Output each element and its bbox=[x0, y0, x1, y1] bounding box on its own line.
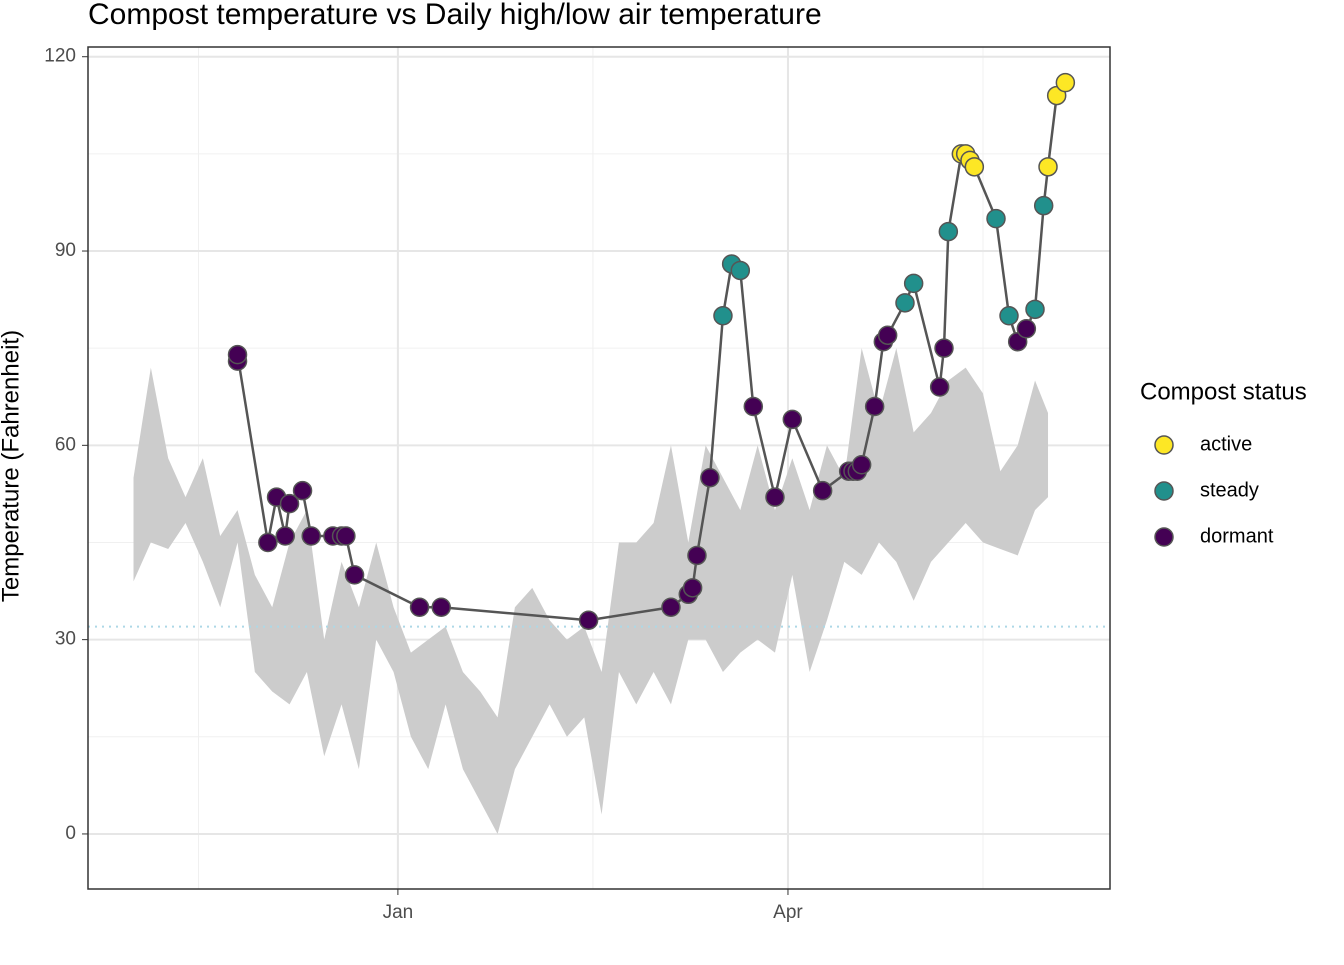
legend-label: active bbox=[1200, 433, 1252, 455]
compost-point bbox=[431, 597, 451, 618]
compost-point bbox=[275, 526, 295, 546]
compost-point bbox=[895, 293, 915, 313]
x-tick-label: Jan bbox=[383, 902, 414, 923]
x-tick-label: Apr bbox=[773, 902, 803, 923]
y-tick-label: 120 bbox=[44, 46, 76, 67]
compost-point bbox=[700, 467, 720, 488]
compost-point bbox=[851, 455, 872, 475]
compost-point bbox=[687, 545, 707, 566]
panel-border bbox=[87, 46, 1111, 890]
compost-point bbox=[999, 306, 1019, 326]
compost-point bbox=[1016, 318, 1037, 339]
compost-point bbox=[929, 377, 950, 397]
air-temperature-ribbon bbox=[133, 348, 1049, 834]
legend-swatch bbox=[1154, 481, 1174, 501]
compost-point bbox=[292, 480, 313, 501]
legend-swatch bbox=[1154, 527, 1174, 547]
compost-point bbox=[1033, 195, 1054, 216]
y-tick-label: 60 bbox=[55, 434, 76, 455]
compost-point bbox=[743, 396, 764, 417]
chart-title: Compost temperature vs Daily high/low ai… bbox=[88, 0, 822, 31]
compost-point bbox=[336, 526, 356, 546]
compost-point bbox=[765, 487, 785, 507]
legend-swatch bbox=[1154, 435, 1174, 455]
compost-point bbox=[1055, 72, 1076, 93]
legend-label: dormant bbox=[1200, 525, 1274, 547]
compost-point bbox=[301, 526, 321, 546]
compost-point bbox=[227, 344, 248, 365]
legend-title: Compost status bbox=[1140, 378, 1307, 405]
y-axis-label: Temperature (Fahrenheit) bbox=[0, 330, 24, 602]
compost-point bbox=[1025, 299, 1045, 320]
compost-point bbox=[964, 157, 985, 177]
y-tick-label: 90 bbox=[55, 240, 76, 261]
compost-point bbox=[682, 578, 703, 598]
compost-point bbox=[258, 532, 278, 553]
compost-point bbox=[409, 597, 430, 618]
compost-point bbox=[864, 396, 885, 417]
y-tick-label: 30 bbox=[55, 629, 76, 650]
y-tick-label: 0 bbox=[65, 823, 76, 844]
compost-point bbox=[661, 597, 681, 618]
compost-point bbox=[903, 273, 924, 294]
legend-label: steady bbox=[1200, 479, 1259, 501]
compost-point bbox=[986, 208, 1006, 229]
compost-point bbox=[279, 493, 300, 514]
compost-point bbox=[730, 260, 751, 281]
compost-point bbox=[578, 610, 599, 630]
compost-point bbox=[812, 480, 833, 501]
compost-point bbox=[877, 325, 898, 345]
compost-point bbox=[344, 565, 365, 585]
compost-point bbox=[938, 221, 959, 242]
compost-point bbox=[1038, 157, 1058, 177]
compost-point bbox=[713, 306, 733, 326]
compost-point bbox=[782, 409, 803, 430]
compost-point bbox=[934, 338, 954, 358]
